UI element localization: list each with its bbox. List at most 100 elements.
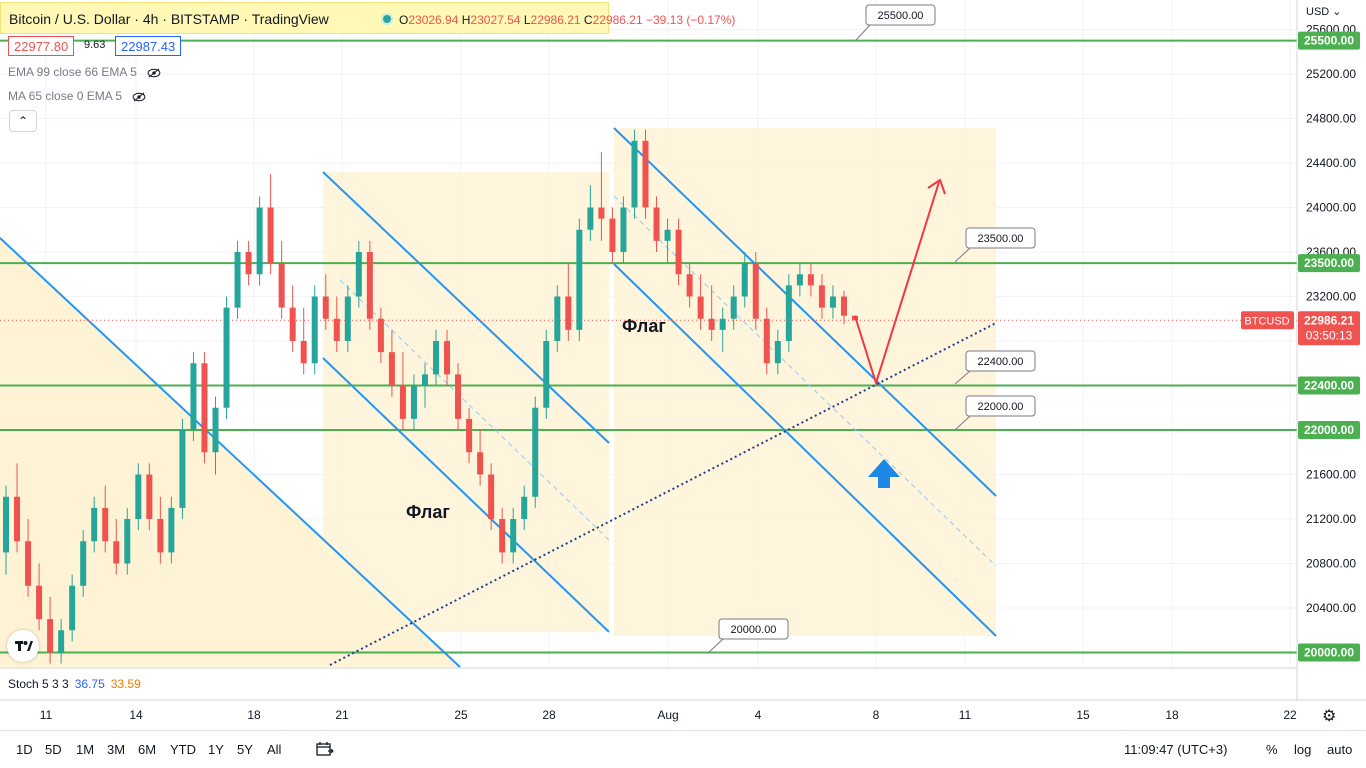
range-ytd-button[interactable]: YTD: [170, 742, 196, 757]
channel-line: [0, 237, 461, 668]
callout-label: 25500.00: [878, 10, 924, 22]
level-price-tag: [1298, 376, 1360, 395]
forecast-arrows[interactable]: [854, 178, 946, 488]
time-tick-label: 11: [40, 708, 53, 722]
callout-box: [965, 227, 1036, 249]
time-tick-label: 4: [755, 708, 762, 722]
callout-connector: [954, 247, 971, 263]
candle-body: [322, 296, 329, 319]
candle-body: [399, 385, 406, 419]
candle-body: [234, 252, 241, 308]
level-price-tag: [1298, 643, 1360, 662]
candle-body: [333, 318, 340, 341]
candle-body: [466, 418, 473, 453]
tradingview-logo-icon[interactable]: [7, 630, 39, 662]
symbol-tag-label: BTCUSD: [1244, 315, 1289, 327]
candle-body: [631, 140, 638, 208]
channel-midline: [613, 195, 997, 567]
candle-body: [377, 318, 384, 353]
level-callouts[interactable]: 25500.00 23500.00 22400.00 22000.00 20000.00: [707, 4, 1036, 654]
bid-price-button[interactable]: 22977.80: [8, 36, 75, 56]
candle-body: [576, 229, 583, 330]
candle-body: [510, 519, 517, 553]
candle-body: [289, 307, 296, 341]
flag-label: Флаг: [622, 316, 666, 336]
candle-body: [421, 374, 428, 386]
range-6m-button[interactable]: 6M: [138, 742, 157, 757]
time-tick-label: 18: [1165, 708, 1179, 722]
range-1d-button[interactable]: 1D: [16, 742, 33, 757]
candle-body: [245, 252, 252, 275]
ohlc-readout: O23026.94 H23027.54 L22986.21 C22986.21 …: [399, 13, 736, 27]
callout-box: [718, 618, 789, 640]
candle-body: [14, 496, 21, 542]
candle-body: [554, 296, 561, 341]
candle-body: [521, 496, 528, 519]
candle-body: [410, 385, 417, 419]
settings-gear-icon[interactable]: ⚙: [1322, 708, 1337, 725]
legend-title-bar: Bitcoin / U.S. Dollar · 4h · BITSTAMP · …: [0, 2, 735, 34]
candle-body: [25, 541, 32, 586]
candle-body: [80, 541, 87, 586]
time-axis[interactable]: 11 14 18 21 25 28 Aug 4 8 11 15 18 22: [40, 708, 1297, 722]
level-price-tag-label: 22400.00: [1304, 379, 1354, 393]
price-tick-label: 23200.00: [1306, 290, 1356, 304]
range-5y-button[interactable]: 5Y: [237, 742, 253, 757]
date-range-icon[interactable]: [316, 741, 334, 757]
chart-title[interactable]: Bitcoin / U.S. Dollar · 4h · BITSTAMP · …: [9, 11, 329, 27]
log-scale-button[interactable]: log: [1294, 742, 1312, 757]
currency-selector[interactable]: USD ⌄: [1306, 6, 1342, 18]
range-all-button[interactable]: All: [267, 742, 282, 757]
candle-body: [565, 296, 572, 330]
price-tick-label: 25200.00: [1306, 67, 1356, 81]
range-1y-button[interactable]: 1Y: [208, 742, 224, 757]
ask-price-button[interactable]: 22987.43: [115, 36, 182, 56]
candle-body: [3, 496, 9, 553]
candle-body: [543, 341, 550, 408]
candle-body: [620, 207, 627, 252]
candle-body: [201, 363, 208, 453]
candle-body: [697, 296, 704, 319]
flag-label: Флаг: [406, 502, 450, 522]
hidden-eye-icon[interactable]: [146, 68, 162, 78]
clock-display[interactable]: 11:09:47 (UTC+3): [1124, 742, 1228, 757]
countdown-label: 03:50:13: [1306, 328, 1353, 342]
callout-connector: [954, 370, 971, 385]
time-tick-label: 14: [129, 708, 143, 722]
candle-body: [190, 363, 197, 430]
chart-canvas[interactable]: Флаг Флаг 25500.00 23500.00 22400.00 22000.0…: [0, 0, 1366, 730]
candle-body: [598, 207, 605, 219]
candle-body: [311, 296, 318, 364]
time-tick-label: 11: [959, 708, 972, 722]
price-axis[interactable]: 25600.0025200.0024800.0024400.0024000.00…: [0, 0, 1366, 701]
market-status-icon: [381, 13, 393, 25]
candle-body: [708, 318, 715, 330]
indicator-ema-label[interactable]: EMA 99 close 66 EMA 5: [8, 65, 162, 79]
range-3m-button[interactable]: 3M: [107, 742, 126, 757]
range-5d-button[interactable]: 5D: [45, 742, 62, 757]
candle-body: [278, 263, 285, 308]
spread-value: 9.63: [84, 39, 106, 51]
level-price-tag-label: 25500.00: [1304, 34, 1354, 48]
candle-body: [818, 285, 825, 308]
callout-box: [965, 395, 1036, 417]
callout-label: 20000.00: [731, 624, 777, 636]
auto-scale-button[interactable]: auto: [1327, 742, 1353, 757]
change-value: −39.13 (−0.17%): [646, 13, 736, 27]
indicator-ma-label[interactable]: MA 65 close 0 EMA 5: [8, 89, 147, 103]
horizontal-levels[interactable]: [0, 39, 1297, 654]
candle-body: [102, 507, 109, 542]
channel-fill-right: [614, 128, 996, 636]
candle-body: [752, 263, 759, 319]
flag-annotations: Флаг Флаг: [406, 316, 666, 522]
callout-label: 23500.00: [978, 233, 1024, 245]
stoch-indicator-label[interactable]: Stoch 5 3 3 36.75 33.59: [8, 677, 141, 691]
hidden-eye-icon[interactable]: [131, 92, 147, 102]
candle-body: [730, 296, 737, 319]
range-1m-button[interactable]: 1M: [76, 742, 95, 757]
percent-scale-button[interactable]: %: [1266, 742, 1278, 757]
candle-body: [609, 218, 616, 252]
candle-body: [179, 430, 186, 508]
collapse-legend-button[interactable]: ⌃: [9, 110, 37, 132]
flag-channels[interactable]: [0, 127, 1297, 668]
